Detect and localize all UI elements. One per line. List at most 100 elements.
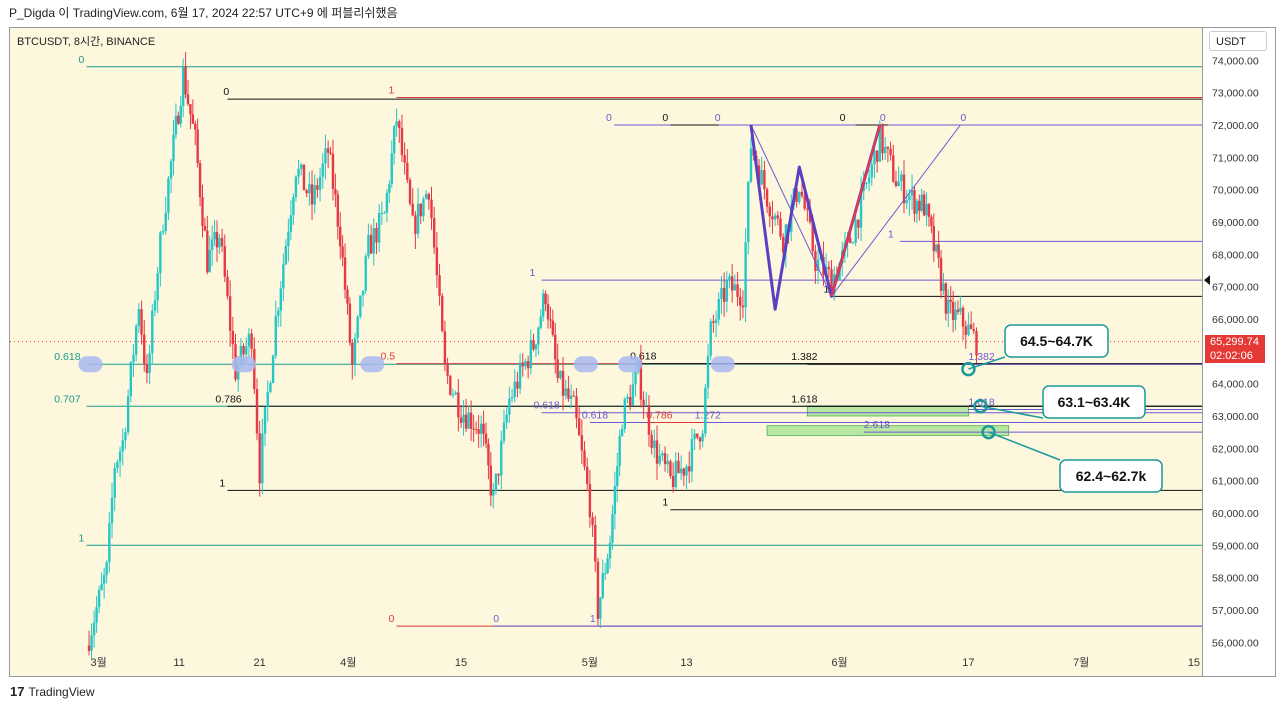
candle-body xyxy=(441,295,444,332)
candle-body xyxy=(269,383,272,393)
time-tick-label: 3월 xyxy=(90,656,106,669)
candle-body xyxy=(261,433,264,484)
candle-body xyxy=(709,321,712,356)
tradingview-logo-icon: 17 xyxy=(10,684,25,699)
candle-body xyxy=(427,193,431,200)
candle-body xyxy=(181,66,185,106)
candle-body xyxy=(696,433,699,438)
candle-body xyxy=(297,168,300,177)
fib-level-label: 1.382 xyxy=(968,351,994,363)
candle-body xyxy=(474,428,478,430)
candle-body xyxy=(400,127,404,156)
fib-level-label: 0.786 xyxy=(646,409,672,421)
chart-plot-area[interactable] xyxy=(9,27,1203,677)
candle-body xyxy=(361,290,365,296)
candle-body xyxy=(712,321,715,324)
candle-body xyxy=(151,310,154,353)
footer-brand[interactable]: 17 TradingView xyxy=(10,684,95,699)
candle-body xyxy=(779,218,782,237)
fib-level-label: 0 xyxy=(840,112,846,124)
candle-body xyxy=(377,213,381,243)
candle-body xyxy=(964,326,967,335)
candle-body xyxy=(714,319,718,324)
time-tick-label: 7월 xyxy=(1073,656,1089,669)
fib-level-label: 1 xyxy=(389,85,395,97)
candle-body xyxy=(701,433,704,442)
price-tick-label: 57,000.00 xyxy=(1212,605,1259,617)
candle-body xyxy=(191,114,195,124)
time-tick-label: 4월 xyxy=(340,656,356,669)
candle-body xyxy=(97,589,101,608)
candle-body xyxy=(432,218,436,248)
time-tick-label: 17 xyxy=(962,657,974,669)
target-circle-icon xyxy=(981,424,996,440)
candle-body xyxy=(781,236,785,253)
candle-body xyxy=(194,123,197,130)
candle-body xyxy=(561,370,565,396)
candle-body xyxy=(153,300,157,311)
fib-level-label: 0 xyxy=(493,613,499,625)
candle-body xyxy=(736,284,739,297)
candle-body xyxy=(140,309,143,335)
candle-body xyxy=(526,361,530,369)
target-circle-icon xyxy=(973,399,988,414)
candle-body xyxy=(346,289,349,304)
candle-body xyxy=(326,148,330,153)
candle-body xyxy=(348,303,352,343)
callout-connector xyxy=(980,405,1044,419)
candle-body xyxy=(747,181,750,243)
candle-body xyxy=(544,293,547,305)
candle-body xyxy=(567,388,570,399)
target-zone xyxy=(806,405,969,417)
candle-body xyxy=(414,215,417,234)
price-tick-label: 56,000.00 xyxy=(1212,637,1259,649)
fib-level-label: 0.618 xyxy=(582,409,608,421)
candle-body xyxy=(500,440,503,476)
candle-body xyxy=(226,276,229,297)
candle-body xyxy=(87,645,91,651)
candle-body xyxy=(881,123,884,154)
candle-body xyxy=(239,345,243,365)
candle-body xyxy=(424,193,428,199)
candle-body xyxy=(608,542,612,559)
candle-body xyxy=(318,176,322,190)
candle-body xyxy=(830,269,833,295)
candle-body xyxy=(331,153,335,190)
candle-body xyxy=(650,434,653,448)
candle-body xyxy=(292,197,295,216)
candle-body xyxy=(685,466,688,476)
price-tick-label: 61,000.00 xyxy=(1212,476,1259,488)
candle-body xyxy=(255,389,259,434)
fib-level-label: 0.618 xyxy=(54,351,80,363)
countdown-value: 02:02:06 xyxy=(1210,349,1253,362)
candle-body xyxy=(505,414,508,423)
candle-body xyxy=(910,190,914,196)
currency-button[interactable]: USDT xyxy=(1209,31,1267,51)
fib-level-label: 1 xyxy=(662,497,668,509)
candle-body xyxy=(599,597,602,619)
candle-body xyxy=(806,208,809,210)
candle-body xyxy=(556,359,559,379)
candle-body xyxy=(596,561,600,619)
publish-caption: P_Digda 이 TradingView.com, 6월 17, 2024 2… xyxy=(9,6,398,20)
candle-body xyxy=(516,381,519,389)
candle-body xyxy=(403,155,406,163)
fib-level-label: 0 xyxy=(389,613,395,625)
candle-body xyxy=(549,319,552,321)
candle-body xyxy=(623,399,626,429)
symbol-label: BTCUSDT, 8시간, BINANCE xyxy=(17,36,156,48)
candle-body xyxy=(959,307,962,312)
price-tick-label: 73,000.00 xyxy=(1212,88,1259,100)
candle-body xyxy=(124,432,127,441)
candle-body xyxy=(706,355,710,388)
fib-level-label: 0 xyxy=(960,112,966,124)
candle-body xyxy=(411,203,414,216)
candle-body xyxy=(510,397,514,399)
price-tick-label: 59,000.00 xyxy=(1212,540,1259,552)
candle-body xyxy=(541,293,545,317)
candle-body xyxy=(116,461,119,469)
candle-body xyxy=(416,203,420,234)
candle-body xyxy=(459,417,463,423)
candle-body xyxy=(395,121,398,127)
